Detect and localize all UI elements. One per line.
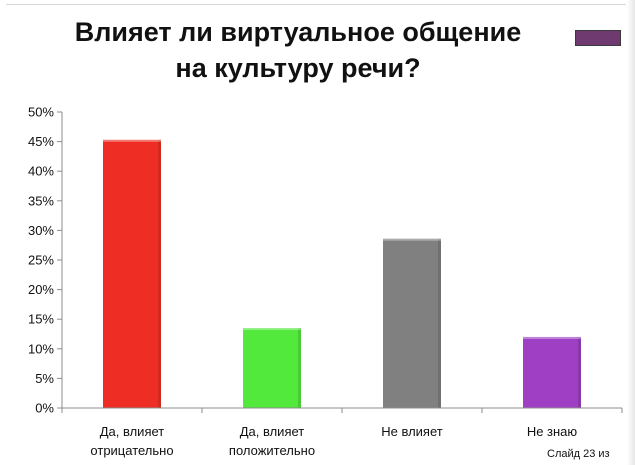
slide-top-border — [6, 4, 626, 5]
bar-shade — [298, 328, 301, 408]
y-tick-label: 35% — [28, 193, 54, 208]
bar — [523, 336, 581, 408]
y-tick-label: 30% — [28, 223, 54, 238]
bars — [103, 139, 581, 408]
y-tick-label: 10% — [28, 341, 54, 356]
y-tick-label: 15% — [28, 312, 54, 327]
chart-title: Влияет ли виртуальное общение на культур… — [18, 14, 578, 86]
y-tick-label: 25% — [28, 253, 54, 268]
x-axis-ticks — [61, 408, 623, 413]
chart-title-line-2: на культуру речи? — [175, 53, 421, 83]
y-tick-label: 45% — [28, 134, 54, 149]
bar-shade — [438, 238, 441, 408]
y-tick-label: 50% — [28, 105, 54, 120]
x-category-label: Не влияет — [381, 424, 443, 439]
x-axis-labels: Да, влияет отрицательно Да, влияет положите… — [90, 424, 577, 458]
y-tick-label: 40% — [28, 164, 54, 179]
x-category-label: Да, влияет — [240, 424, 305, 439]
slide-right-shadow — [627, 0, 635, 465]
y-tick-label: 5% — [35, 371, 54, 386]
chart-title-line-1: Влияет ли виртуальное общение — [74, 17, 522, 47]
bar-shade — [578, 336, 581, 408]
bar — [243, 328, 301, 408]
slide-number-footer: Слайд 23 из — [547, 448, 610, 460]
bar-highlight — [523, 336, 581, 339]
y-axis-ticks: 0% 5% 10% 15% 20% 25% 30% 35% 40% 45% 50% — [28, 105, 62, 416]
x-category-label: отрицательно — [90, 443, 173, 458]
bar-shade — [158, 139, 161, 408]
y-tick-label: 20% — [28, 282, 54, 297]
bar-highlight — [103, 139, 161, 142]
bar-highlight — [243, 328, 301, 331]
bar — [383, 238, 441, 408]
bar-highlight — [383, 238, 441, 241]
x-category-label: положительно — [229, 443, 315, 458]
title-color-swatch — [575, 30, 621, 46]
x-category-label: Не знаю — [527, 424, 578, 439]
y-tick-label: 0% — [35, 401, 54, 416]
bar — [103, 139, 161, 408]
x-category-label: Да, влияет — [100, 424, 165, 439]
